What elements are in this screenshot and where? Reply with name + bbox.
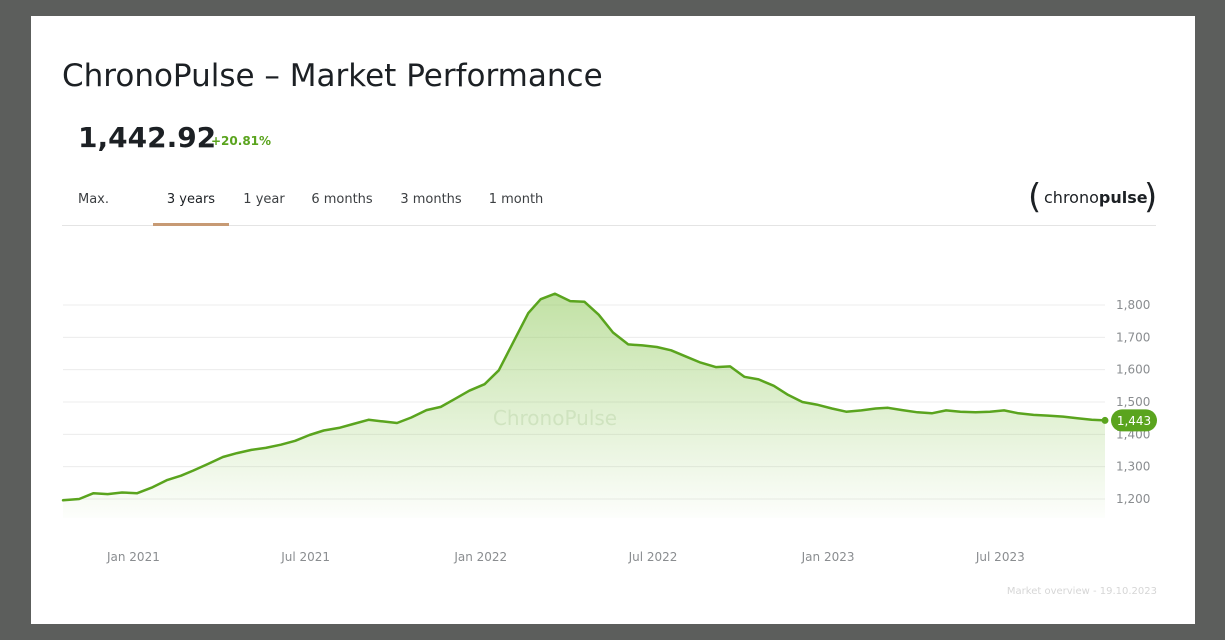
last-point-dot (1101, 416, 1109, 424)
area-fill (63, 293, 1105, 518)
chart-card: ChronoPulse – Market Performance 1,442.9… (31, 16, 1195, 624)
logo-open-bracket: ( (1028, 177, 1042, 217)
x-axis-labels: Jan 2021 Jul 2021 Jan 2022 Jul 2022 Jan 2023… (106, 550, 1025, 564)
timeframe-tabs: Max. 3 years 1 year 6 months 3 months 1 … (62, 176, 1156, 226)
last-value-label: 1,443 (1117, 414, 1151, 428)
x-tick-label-2021-01-01: Jan 2021 (106, 550, 160, 564)
current-price: 1,442.92 (78, 121, 217, 154)
page-title: ChronoPulse – Market Performance (62, 58, 603, 94)
tab-6-months[interactable]: 6 months (311, 192, 373, 207)
y-tick-label-1700: 1,700 (1116, 330, 1150, 344)
price-chart: ChronoPulse 1,2001,3001,4001,5001,6001,7… (61, 292, 1157, 564)
tab-1-month[interactable]: 1 month (488, 192, 544, 207)
series-line (61, 292, 1107, 502)
y-tick-label-1800: 1,800 (1116, 298, 1150, 312)
y-tick-label-1200: 1,200 (1116, 492, 1150, 506)
tab-max[interactable]: Max. (78, 192, 110, 207)
x-tick-label-2022-07-01: Jul 2022 (628, 550, 678, 564)
footer-note: Market overview - 19.10.2023 (1006, 586, 1157, 597)
x-tick-label-2023-07-01: Jul 2023 (975, 550, 1025, 564)
y-tick-label-1600: 1,600 (1116, 363, 1150, 377)
y-tick-label-1300: 1,300 (1116, 460, 1150, 474)
logo-text: chronopulse (1044, 188, 1148, 207)
logo-text-bold: pulse (1098, 188, 1148, 207)
last-value-pill (1111, 409, 1157, 432)
y-tick-label-1500: 1,500 (1116, 395, 1150, 409)
tab-3-years[interactable]: 3 years (153, 192, 229, 226)
chronopulse-logo: ( chronopulse ) (1028, 180, 1158, 216)
logo-close-bracket: ) (1144, 177, 1158, 217)
x-tick-label-2022-01-01: Jan 2022 (453, 550, 507, 564)
chart-watermark: ChronoPulse (493, 406, 617, 430)
price-change-badge: +20.81% (211, 134, 272, 148)
x-tick-label-2023-01-01: Jan 2023 (801, 550, 855, 564)
tab-1-year[interactable]: 1 year (243, 192, 285, 207)
last-value-marker: 1,443 (1101, 409, 1157, 432)
logo-text-light: chrono (1044, 188, 1099, 207)
x-tick-label-2021-07-01: Jul 2021 (280, 550, 330, 564)
tab-3-months[interactable]: 3 months (400, 192, 462, 207)
